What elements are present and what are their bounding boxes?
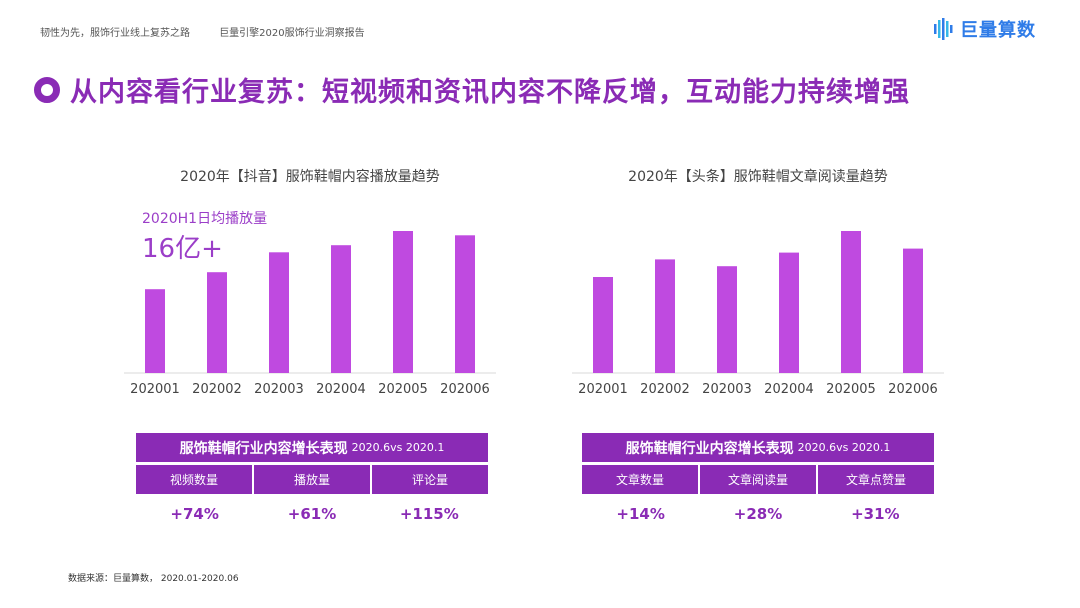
toutiao-tick-202002: 202002: [640, 382, 690, 397]
data-source-note: 数据来源：巨量算数， 2020.01-2020.06: [68, 574, 239, 584]
douyin-table-columns: 视频数量 播放量 评论量: [136, 465, 488, 494]
toutiao-bar-202001: [593, 277, 613, 373]
douyin-tick-202005: 202005: [378, 382, 428, 397]
kpi-caption: 2020H1日均播放量: [142, 211, 268, 227]
toutiao-bar-202003: [717, 266, 737, 373]
value-plays: +61%: [287, 505, 337, 523]
toutiao-bar-202004: [779, 252, 799, 373]
report-header: 韧性为先，服饰行业线上复苏之路 巨量引擎2020服饰行业洞察报告: [40, 24, 391, 39]
kpi-value: 16亿+: [142, 234, 223, 264]
report-title: 巨量引擎2020服饰行业洞察报告: [219, 28, 365, 39]
douyin-table-values: +74% +61% +115%: [136, 505, 488, 523]
value-article-count: +14%: [616, 505, 665, 523]
toutiao-tick-202004: 202004: [764, 382, 814, 397]
toutiao-tick-202003: 202003: [702, 382, 752, 397]
report-series-title: 韧性为先，服饰行业线上复苏之路: [40, 28, 190, 39]
toutiao-bar-202005: [841, 231, 861, 373]
douyin-bar-202001: [145, 289, 165, 373]
douyin-table-header: 服饰鞋帽行业内容增长表现 2020.6vs 2020.1: [136, 433, 488, 462]
douyin-bar-202006: [455, 235, 475, 373]
douyin-bar-202003: [269, 252, 289, 373]
brand-logo: 巨量算数: [934, 16, 1036, 42]
value-comments: +115%: [399, 505, 459, 523]
value-article-reads: +28%: [733, 505, 783, 523]
toutiao-tick-202005: 202005: [826, 382, 876, 397]
toutiao-table-header: 服饰鞋帽行业内容增长表现 2020.6vs 2020.1: [582, 433, 934, 462]
title-row: 从内容看行业复苏：短视频和资讯内容不降反增，互动能力持续增强: [34, 70, 910, 109]
column-article-likes: 文章点赞量: [818, 465, 934, 494]
toutiao-bar-202002: [655, 259, 675, 373]
column-plays: 播放量: [254, 465, 370, 494]
toutiao-bar-chart: 202001 202002 202003 202004 202005 202006: [572, 231, 944, 397]
kpi-block: 2020H1日均播放量 16亿+: [142, 208, 267, 265]
toutiao-bar-202006: [903, 248, 923, 373]
douyin-tick-202003: 202003: [254, 382, 304, 397]
douyin-bar-202004: [331, 245, 351, 373]
column-comments: 评论量: [372, 465, 488, 494]
douyin-tick-202002: 202002: [192, 382, 242, 397]
toutiao-tick-202006: 202006: [888, 382, 938, 397]
value-video-count: +74%: [170, 505, 219, 523]
brand-bars-icon: [934, 18, 953, 40]
toutiao-table-title: 服饰鞋帽行业内容增长表现: [625, 440, 794, 457]
column-article-reads: 文章阅读量: [700, 465, 816, 494]
toutiao-tick-202001: 202001: [578, 382, 628, 397]
column-article-count: 文章数量: [582, 465, 698, 494]
douyin-tick-202001: 202001: [130, 382, 180, 397]
toutiao-table-columns: 文章数量 文章阅读量 文章点赞量: [582, 465, 934, 494]
toutiao-table-values: +14% +28% +31%: [582, 505, 934, 523]
column-video-count: 视频数量: [136, 465, 252, 494]
value-article-likes: +31%: [851, 505, 900, 523]
douyin-tick-202004: 202004: [316, 382, 366, 397]
douyin-chart-title: 2020年【抖音】服饰鞋帽内容播放量趋势: [180, 169, 440, 185]
douyin-table-subtitle: 2020.6vs 2020.1: [351, 441, 445, 454]
page-title: 从内容看行业复苏：短视频和资讯内容不降反增，互动能力持续增强: [70, 77, 910, 108]
toutiao-table-subtitle: 2020.6vs 2020.1: [797, 441, 891, 454]
douyin-table-title: 服饰鞋帽行业内容增长表现: [179, 440, 348, 457]
douyin-bar-202005: [393, 231, 413, 373]
toutiao-chart-title: 2020年【头条】服饰鞋帽文章阅读量趋势: [628, 169, 888, 185]
douyin-bar-202002: [207, 272, 227, 373]
title-ring-icon: [34, 76, 60, 103]
brand-name: 巨量算数: [960, 20, 1036, 41]
douyin-bar-chart: 202001 202002 202003 202004 202005 202006: [124, 231, 496, 397]
douyin-tick-202006: 202006: [440, 382, 490, 397]
